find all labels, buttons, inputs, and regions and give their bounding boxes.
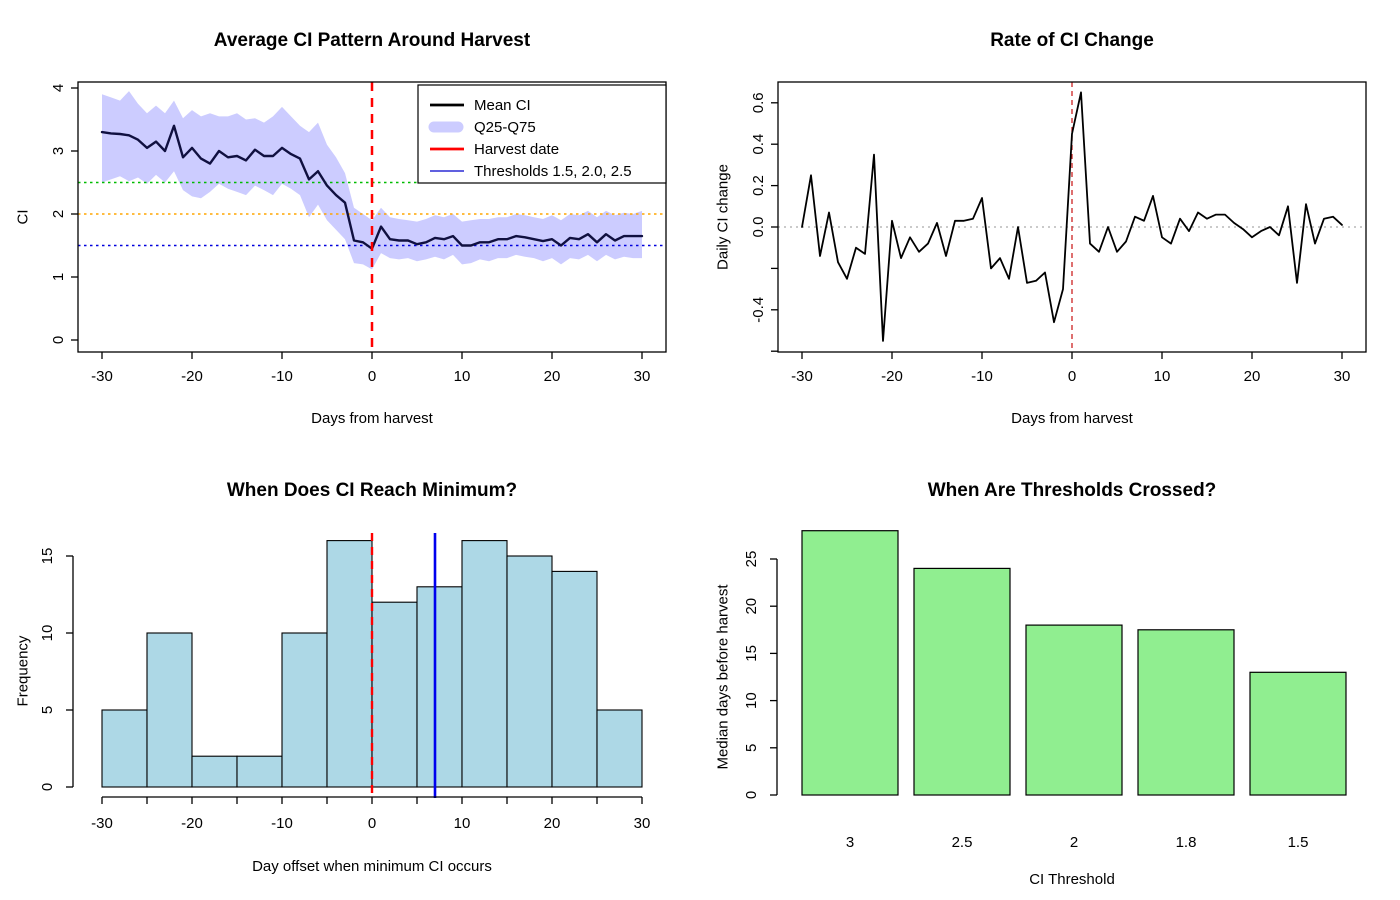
panel-rate-of-ci-change: -30 -20 -10 0 10 20 30 0.6 0.4 0.2 0.0 -0.4 Rate of… — [700, 0, 1400, 450]
y-tick-label: -0.4 — [750, 297, 767, 323]
x-tick-label: 20 — [544, 368, 561, 385]
bar-category-label: 2 — [1070, 834, 1078, 851]
histogram-bar — [326, 540, 373, 788]
chart-title: Average CI Pattern Around Harvest — [213, 30, 531, 51]
threshold-bar — [913, 567, 1011, 796]
x-tick-label: 20 — [544, 815, 561, 832]
y-axis-label: CI — [14, 209, 32, 225]
histogram-bar — [146, 632, 193, 788]
y-tick-label: 20 — [743, 598, 760, 615]
x-tick-label: 20 — [1244, 368, 1261, 385]
y-tick-label: 0 — [39, 783, 56, 791]
x-tick-label: 0 — [368, 815, 376, 832]
x-axis-label: Day offset when minimum CI occurs — [252, 858, 492, 875]
histogram-bar — [101, 709, 148, 788]
chart-title: Rate of CI Change — [990, 30, 1154, 51]
y-tick-label: 0 — [50, 336, 67, 344]
legend-box — [417, 84, 667, 184]
x-axis-label: CI Threshold — [1029, 871, 1115, 888]
threshold-bar-chart: 3 2.5 2 1.8 1.5 0 5 10 15 20 25 — [743, 530, 1347, 851]
y-tick-label: 1 — [50, 273, 67, 281]
x-tick-label: -10 — [271, 815, 293, 832]
histogram-bar — [281, 632, 328, 788]
x-tick-label: -10 — [271, 368, 293, 385]
x-tick-label: 30 — [634, 815, 651, 832]
avg-ci-plot: -30 -20 -10 0 10 20 30 0 1 2 3 4 Mean CI Q25-Q75 Harve… — [50, 81, 667, 385]
threshold-bar — [801, 530, 899, 796]
legend-item-label: Thresholds 1.5, 2.0, 2.5 — [474, 163, 632, 180]
x-axis-label: Days from harvest — [1011, 410, 1133, 427]
minimum-day-histogram: -30 -20 -10 0 10 20 30 0 5 10 15 — [39, 533, 651, 832]
bar-category-label: 2.5 — [952, 834, 973, 851]
histogram-bar — [416, 586, 463, 788]
panel-threshold-crossings: 3 2.5 2 1.8 1.5 0 5 10 15 20 25 When Are Threshold… — [700, 450, 1400, 900]
x-tick-label: 30 — [1334, 368, 1351, 385]
rate-plot: -30 -20 -10 0 10 20 30 0.6 0.4 0.2 0.0 -0.4 — [750, 81, 1367, 385]
y-tick-label: 0.4 — [750, 134, 767, 155]
y-tick-label: 15 — [39, 548, 56, 565]
y-tick-label: 5 — [39, 706, 56, 714]
x-tick-label: -30 — [91, 815, 113, 832]
x-axis-label: Days from harvest — [311, 410, 433, 427]
histogram-bar — [596, 709, 643, 788]
x-tick-label: 0 — [368, 368, 376, 385]
x-tick-label: -10 — [971, 368, 993, 385]
y-tick-label: 0 — [743, 791, 760, 799]
rate-line — [801, 91, 1343, 342]
x-tick-label: -20 — [181, 815, 203, 832]
y-tick-label: 0.2 — [750, 175, 767, 196]
y-axis-label: Frequency — [14, 635, 32, 707]
threshold-bar — [1137, 629, 1235, 796]
legend-item-label: Q25-Q75 — [474, 119, 536, 136]
q25-q75-band — [102, 91, 642, 270]
x-tick-label: 0 — [1068, 368, 1076, 385]
x-tick-label: 30 — [634, 368, 651, 385]
y-tick-label: 25 — [743, 551, 760, 568]
histogram-bar — [371, 601, 418, 788]
y-axis-label: Daily CI change — [714, 164, 732, 270]
y-tick-label: 0.6 — [750, 92, 767, 113]
y-tick-label: 0.0 — [750, 217, 767, 238]
threshold-bar — [1249, 671, 1347, 796]
chart-title: When Does CI Reach Minimum? — [226, 480, 518, 501]
y-axis-label: Median days before harvest — [714, 584, 732, 770]
x-tick-label: -20 — [881, 368, 903, 385]
histogram-bar — [191, 755, 238, 788]
histogram-bar — [506, 555, 553, 788]
chart-title: When Are Thresholds Crossed? — [927, 480, 1217, 501]
y-tick-label: 3 — [50, 147, 67, 155]
y-tick-label: 2 — [50, 210, 67, 218]
y-tick-label: 10 — [743, 692, 760, 709]
x-tick-label: 10 — [1154, 368, 1171, 385]
x-tick-label: -30 — [91, 368, 113, 385]
threshold-bar — [1025, 624, 1123, 796]
y-tick-label: 4 — [50, 84, 67, 92]
x-tick-label: -30 — [791, 368, 813, 385]
panel-average-ci-pattern: -30 -20 -10 0 10 20 30 0 1 2 3 4 Mean CI Q25-Q75 Harve… — [0, 0, 700, 450]
bar-category-label: 1.5 — [1288, 834, 1309, 851]
x-tick-label: 10 — [454, 368, 471, 385]
histogram-bar — [236, 755, 283, 788]
bar-category-label: 1.8 — [1176, 834, 1197, 851]
panel-ci-minimum-histogram: -30 -20 -10 0 10 20 30 0 5 10 15 When Does CI Reac… — [0, 450, 700, 900]
x-tick-label: -20 — [181, 368, 203, 385]
y-tick-label: 10 — [39, 625, 56, 642]
y-tick-label: 5 — [743, 744, 760, 752]
y-tick-label: 15 — [743, 645, 760, 662]
legend-item-label: Harvest date — [474, 141, 559, 158]
bar-category-label: 3 — [846, 834, 854, 851]
x-tick-label: 10 — [454, 815, 471, 832]
histogram-bar — [461, 540, 508, 788]
histogram-bar — [551, 570, 598, 788]
legend-item-label: Mean CI — [474, 97, 531, 114]
